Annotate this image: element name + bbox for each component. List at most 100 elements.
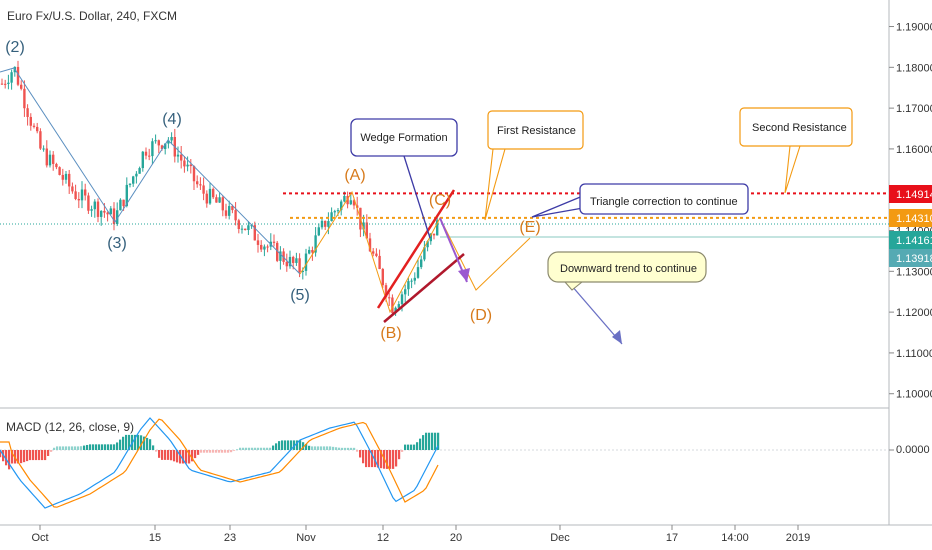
first-resistance-annotation[interactable]: First Resistance [487,110,584,150]
price-tick-label: 1.19000 [896,22,932,34]
macd-histogram-bar [395,450,398,467]
wedge-formation-label: Wedge Formation [360,132,447,144]
triangle-annotation[interactable]: Triangle correction to continue [579,183,749,215]
macd-histogram-bar [221,450,224,453]
candle-body [45,148,48,166]
candle-body [285,261,288,267]
macd-line [0,417,439,509]
candle-body [196,181,199,185]
macd-histogram-bar [98,444,101,450]
macd-histogram-bar [74,446,77,450]
macd-histogram-bar [11,450,14,464]
candle-body [336,210,340,212]
candle-body [231,206,234,211]
candle-body [71,186,74,192]
price-tag [889,185,932,203]
candle-body [429,233,432,242]
candle-body [260,244,263,250]
candle-body [144,151,148,156]
candle-body [170,137,173,141]
candle-body [365,222,368,239]
candle-body [420,259,423,268]
macd-histogram-bar [422,435,425,450]
candle-body [391,297,394,314]
macd-histogram-bar [380,450,383,469]
candle-body [151,141,154,157]
candle-body [186,164,189,167]
candle-body [378,255,381,270]
candle-body [311,249,314,253]
candle-body [436,220,439,236]
macd-histogram-bar [350,447,353,450]
macd-histogram-bar [419,438,422,450]
candle-body [221,197,224,211]
candle-body [141,151,144,169]
candle-body [90,209,93,211]
candle-body [272,241,276,243]
macd-histogram-bar [353,447,356,450]
macd-histogram-bar [176,450,179,463]
price-tag-label: 1.13918 [896,253,932,265]
wedge-annotation[interactable]: Wedge Formation [350,118,458,157]
macd-histogram-bar [89,444,92,450]
first-resistance-label: First Resistance [497,125,576,137]
candle-body [263,246,266,250]
candle-body [400,294,404,305]
downward-annotation[interactable]: Downward trend to continue [547,251,707,283]
second-resistance-annotation[interactable]: Second Resistance [739,107,853,147]
macd-histogram-bar [401,450,404,452]
macd-histogram-bar [86,444,89,450]
candle-body [135,173,138,177]
macd-histogram-bar [5,450,8,466]
macd-histogram-bar [425,432,428,450]
wave-label: (3) [107,235,127,252]
candle-body [375,253,378,256]
macd-histogram-bar [38,450,41,461]
candle-body [58,167,61,175]
macd-histogram-bar [134,434,137,450]
price-tick-label: 1.16000 [896,144,932,156]
macd-histogram-bar [233,450,236,451]
time-tick-label: 23 [224,532,236,544]
candle-body [404,289,407,295]
macd-histogram-bar [314,446,317,450]
macd-histogram-bar [209,450,212,453]
macd-histogram-bar [35,450,38,461]
candle-body [410,280,413,282]
candle-body [122,199,125,207]
candle-body [74,191,77,200]
downward-callout-pointer [564,281,583,291]
candle-body [160,145,164,150]
macd-histogram-bar [0,450,2,458]
candle-body [80,189,84,201]
candle-body [167,140,170,144]
wave-label: (4) [162,111,182,128]
macd-histogram-bar [266,447,269,450]
macd-histogram-bar [236,449,239,451]
macd-histogram-bar [305,444,308,450]
time-axis: Oct 15 23 Nov 12 20 Dec 17 14:00 2019 [31,525,810,544]
candle-body [247,225,250,231]
candle-body [308,249,311,254]
candle-body [52,154,55,164]
candle-body [68,173,71,187]
candle-body [16,66,20,85]
price-tag-label: 1.14161 [896,235,932,247]
candle-body [154,140,157,142]
candle-body [250,225,253,227]
macd-histogram-bar [416,442,419,450]
macd-histogram-bar [386,450,389,469]
macd-histogram-bar [269,447,272,450]
candle-body [42,148,45,150]
price-tag [889,231,932,249]
candle-body [234,210,237,221]
time-tick-label: 20 [450,532,462,544]
arrow-head [458,268,470,282]
candle-body [295,258,298,263]
second-resistance-pointer [784,145,801,194]
macd-label: MACD (12, 26, close, 9) [6,420,134,434]
macd-histogram-bar [173,450,176,462]
candle-body [32,125,36,127]
